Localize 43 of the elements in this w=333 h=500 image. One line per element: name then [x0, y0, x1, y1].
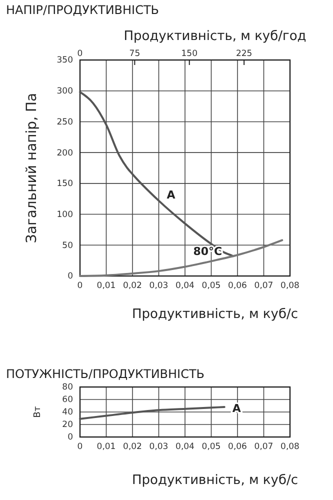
y-tick-label: 0 — [68, 432, 73, 443]
y-tick-label: 200 — [56, 148, 73, 158]
y-tick-label: 20 — [62, 420, 73, 430]
x2-axis-title: Продуктивність, м куб/год — [124, 29, 306, 44]
x-tick-label: 0,05 — [202, 281, 221, 292]
x-tick-label: 0,06 — [228, 442, 247, 452]
x-tick-label: 0,01 — [96, 281, 116, 292]
x-tick-label: 0,04 — [176, 281, 194, 292]
y-tick-label: 150 — [56, 179, 73, 190]
series-label: A — [166, 188, 176, 202]
y-axis-title: Вт — [33, 406, 43, 418]
x-tick-label: 0,07 — [254, 281, 274, 292]
y-tick-label: 350 — [56, 56, 73, 66]
x-tick-label: 0,03 — [149, 281, 168, 292]
x-tick-label: 0,07 — [254, 442, 274, 452]
y-tick-label: 40 — [62, 408, 73, 418]
y-axis-title: Загальний напір, Па — [24, 92, 40, 244]
x-tick-label: 0,01 — [96, 442, 116, 452]
x-tick-label: 0 — [77, 281, 83, 292]
x2-tick-label: 75 — [129, 49, 140, 59]
x2-tick-label: 225 — [236, 49, 252, 59]
y-tick-label: 100 — [56, 210, 73, 220]
x-axis-title: Продуктивність, м куб/с — [132, 307, 298, 322]
x-tick-label: 0,03 — [149, 442, 168, 452]
x-tick-label: 0 — [77, 442, 83, 452]
y-tick-label: 250 — [56, 117, 73, 128]
x-axis-title: Продуктивність, м куб/с — [132, 473, 298, 488]
x-tick-label: 0,06 — [228, 281, 247, 292]
x-tick-label: 0,02 — [123, 281, 142, 292]
y-tick-label: 60 — [62, 395, 73, 406]
chart-title: НАПІР/ПРОДУКТИВНІСТЬ — [6, 3, 160, 17]
y-tick-label: 0 — [68, 272, 73, 282]
x2-tick-label: 150 — [181, 49, 198, 59]
y-tick-label: 300 — [56, 86, 73, 97]
y-tick-label: 80 — [62, 382, 73, 393]
x2-tick-label: 0 — [77, 49, 83, 59]
x-tick-label: 0,05 — [202, 442, 221, 452]
x-tick-label: 0,08 — [280, 442, 300, 452]
x-tick-label: 0,02 — [123, 442, 142, 452]
x-tick-label: 0,08 — [280, 281, 300, 292]
y-tick-label: 50 — [62, 240, 73, 251]
chart-title: ПОТУЖНІСТЬ/ПРОДУКТИВНІСТЬ — [6, 367, 205, 381]
x-tick-label: 0,04 — [176, 442, 194, 452]
